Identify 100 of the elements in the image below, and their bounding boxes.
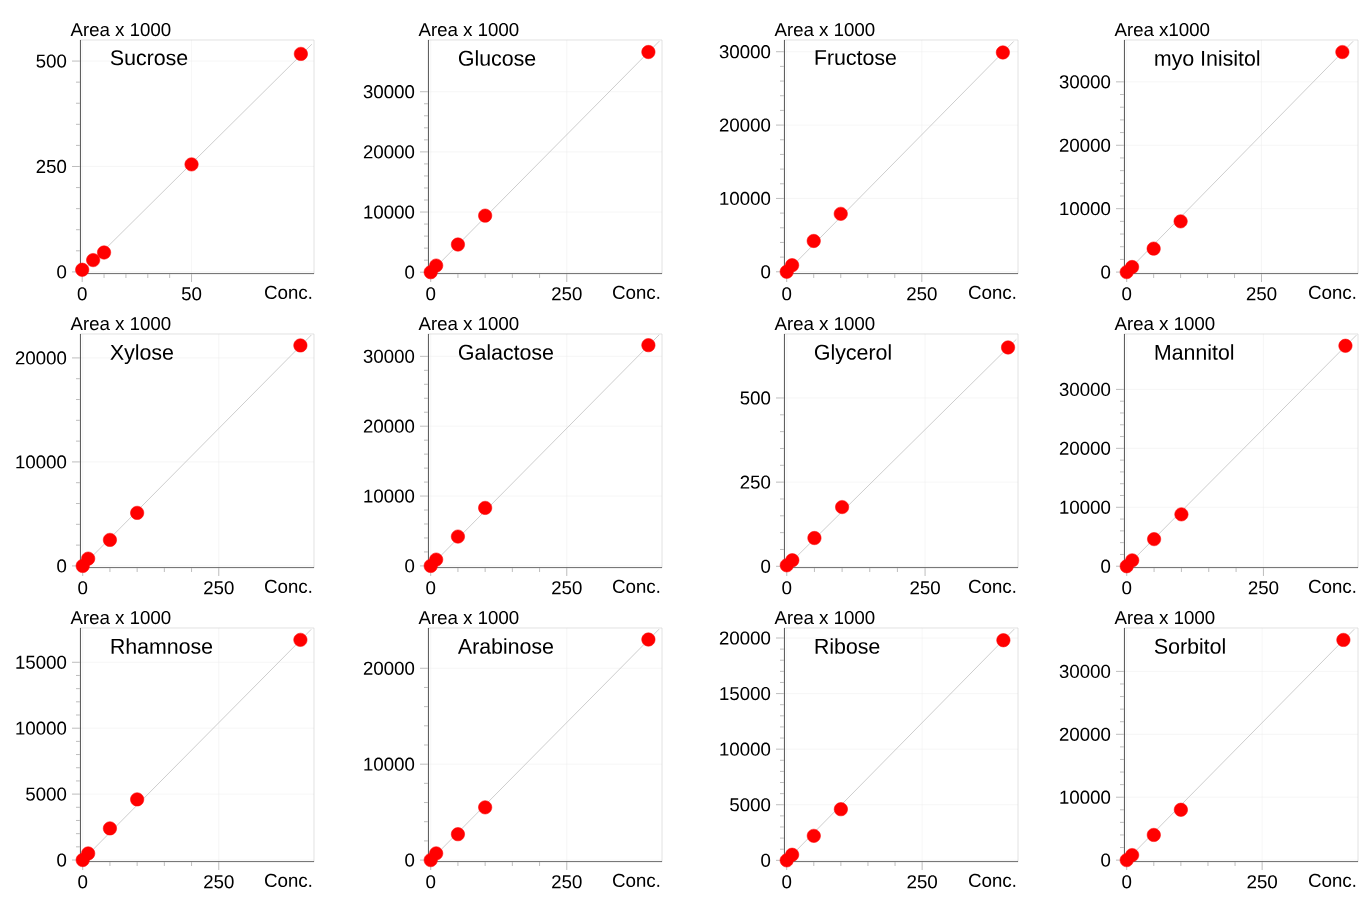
point [1146, 241, 1161, 256]
x-axis-title: Conc. [1309, 873, 1356, 888]
point [641, 632, 656, 647]
point [102, 821, 117, 836]
x-axis-title: Conc. [613, 873, 660, 888]
y-tick-label: 500 [740, 391, 771, 405]
point [1335, 45, 1350, 59]
y-tick-label: 20000 [1059, 441, 1111, 455]
y-tick-label: 0 [57, 559, 67, 573]
y-tick-label: 0 [405, 853, 415, 867]
y-axis-title: Area x 1000 [774, 610, 875, 625]
y-tick-label: 20000 [1059, 727, 1111, 741]
y-tick-label: 15000 [720, 686, 771, 701]
y-axis-title: Area x1000 [1114, 22, 1210, 37]
chart-title: Sorbitol [1154, 638, 1225, 654]
point [451, 529, 465, 544]
point [835, 500, 850, 514]
y-axis-title: Area x 1000 [418, 316, 519, 331]
y-tick-label: 15000 [16, 655, 67, 669]
y-tick-label: 10000 [720, 191, 771, 206]
x-tick-label: 0 [78, 581, 88, 595]
y-tick-label: 0 [57, 265, 67, 279]
x-tick-label: 250 [907, 287, 937, 301]
y-tick-label: 10000 [720, 742, 771, 756]
y-tick-label: 5000 [730, 798, 771, 812]
y-axis-title: Area x 1000 [418, 610, 519, 625]
x-tick-label: 0 [782, 581, 792, 595]
y-axis-title: Area x 1000 [70, 22, 171, 37]
chart-title: Xylose [110, 344, 173, 365]
x-tick-label: 250 [1246, 287, 1277, 301]
point [293, 632, 308, 647]
point [1125, 260, 1140, 274]
point [833, 802, 848, 817]
y-axis-title: Area x 1000 [774, 316, 875, 331]
point [451, 827, 465, 842]
y-tick-label: 20000 [363, 145, 415, 159]
x-tick-label: 0 [426, 581, 436, 595]
point [1146, 828, 1161, 842]
y-tick-label: 0 [57, 853, 67, 867]
chart-title: Glucose [458, 50, 536, 66]
point [807, 531, 822, 545]
chart-title: Mannitol [1155, 344, 1234, 360]
y-tick-label: 30000 [1059, 382, 1111, 397]
chart-title: Galactose [458, 344, 553, 360]
point [86, 253, 101, 268]
y-tick-label: 30000 [719, 45, 771, 59]
x-tick-label: 0 [1122, 875, 1132, 889]
x-axis-title: Conc. [1309, 285, 1356, 300]
point [429, 258, 444, 273]
point [806, 234, 821, 248]
x-tick-label: 0 [77, 287, 87, 301]
point [81, 846, 96, 861]
chart-title: Ribose [815, 638, 880, 654]
y-axis-title: Area x 1000 [418, 22, 519, 37]
x-tick-label: 250 [552, 287, 582, 301]
chart-title: Fructose [815, 50, 896, 66]
x-tick-label: 50 [181, 287, 202, 301]
y-tick-label: 0 [1101, 265, 1111, 279]
x-axis-title: Conc. [265, 579, 312, 594]
point [1125, 553, 1140, 568]
point [1173, 802, 1188, 817]
y-tick-label: 0 [761, 559, 771, 573]
x-axis-title: Conc. [613, 579, 660, 594]
point [130, 792, 145, 807]
x-tick-label: 250 [552, 581, 582, 595]
x-tick-label: 250 [204, 581, 234, 595]
point [451, 237, 465, 252]
y-tick-label: 0 [405, 559, 415, 573]
y-tick-label: 10000 [1060, 202, 1111, 216]
point [785, 258, 800, 273]
point [833, 206, 848, 221]
point [1173, 214, 1188, 229]
y-tick-label: 5000 [26, 787, 67, 801]
y-tick-label: 20000 [719, 118, 771, 132]
point [97, 245, 111, 260]
y-tick-label: 10000 [1060, 500, 1111, 514]
y-tick-label: 10000 [16, 721, 67, 735]
chart-title: Glycerol [814, 344, 891, 365]
point [1338, 338, 1353, 353]
x-tick-label: 0 [426, 875, 436, 889]
y-tick-label: 250 [36, 159, 67, 174]
y-tick-label: 10000 [1060, 790, 1111, 804]
point [1336, 633, 1351, 647]
point [996, 633, 1011, 648]
y-tick-label: 10000 [16, 455, 67, 469]
x-axis-title: Conc. [969, 285, 1016, 300]
point [785, 847, 800, 862]
point [995, 45, 1010, 60]
chart-title: Rhamnose [111, 638, 213, 654]
x-tick-label: 250 [1247, 875, 1277, 889]
point [293, 338, 308, 353]
y-axis-title: Area x 1000 [774, 22, 875, 37]
y-tick-label: 20000 [1059, 138, 1111, 152]
x-tick-label: 250 [1248, 581, 1279, 595]
point [429, 552, 444, 567]
y-axis-title: Area x 1000 [1114, 610, 1215, 625]
point [1125, 848, 1140, 863]
x-tick-label: 250 [204, 875, 234, 889]
point [293, 46, 308, 61]
x-axis-title: Conc. [265, 285, 312, 300]
